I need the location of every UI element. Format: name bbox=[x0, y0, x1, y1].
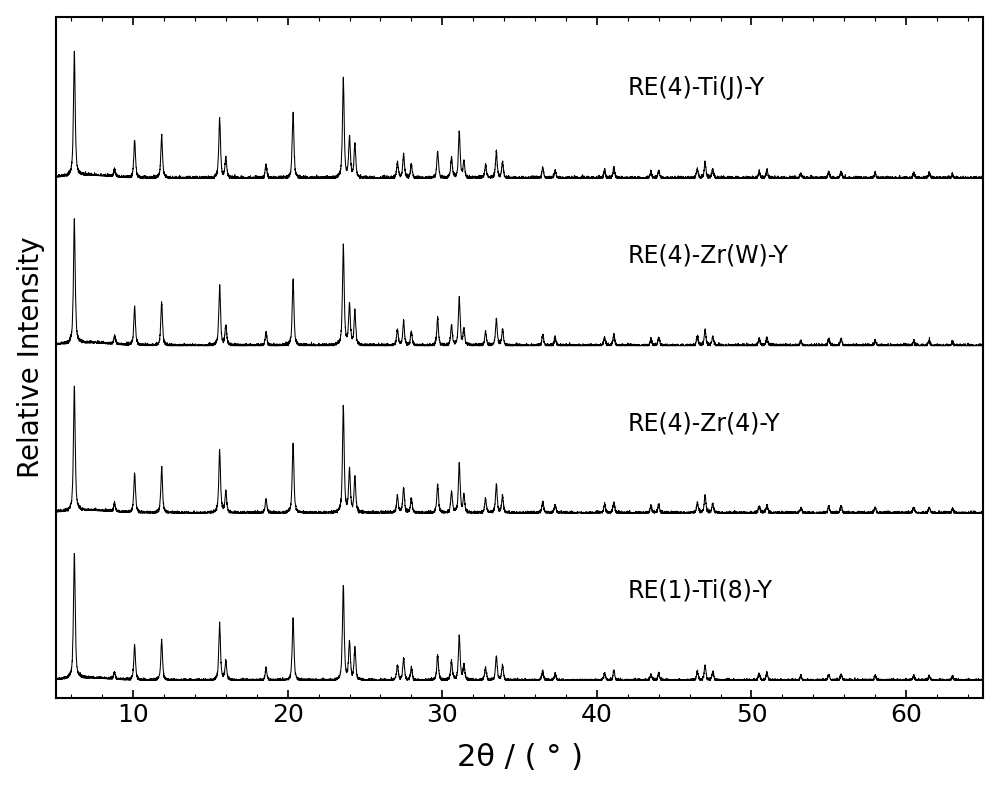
X-axis label: 2θ / ( ° ): 2θ / ( ° ) bbox=[457, 743, 583, 772]
Text: RE(4)-Zr(W)-Y: RE(4)-Zr(W)-Y bbox=[628, 244, 789, 267]
Y-axis label: Relative Intensity: Relative Intensity bbox=[17, 237, 45, 478]
Text: RE(1)-Ti(8)-Y: RE(1)-Ti(8)-Y bbox=[628, 578, 773, 603]
Text: RE(4)-Ti(J)-Y: RE(4)-Ti(J)-Y bbox=[628, 77, 765, 100]
Text: RE(4)-Zr(4)-Y: RE(4)-Zr(4)-Y bbox=[628, 411, 780, 435]
